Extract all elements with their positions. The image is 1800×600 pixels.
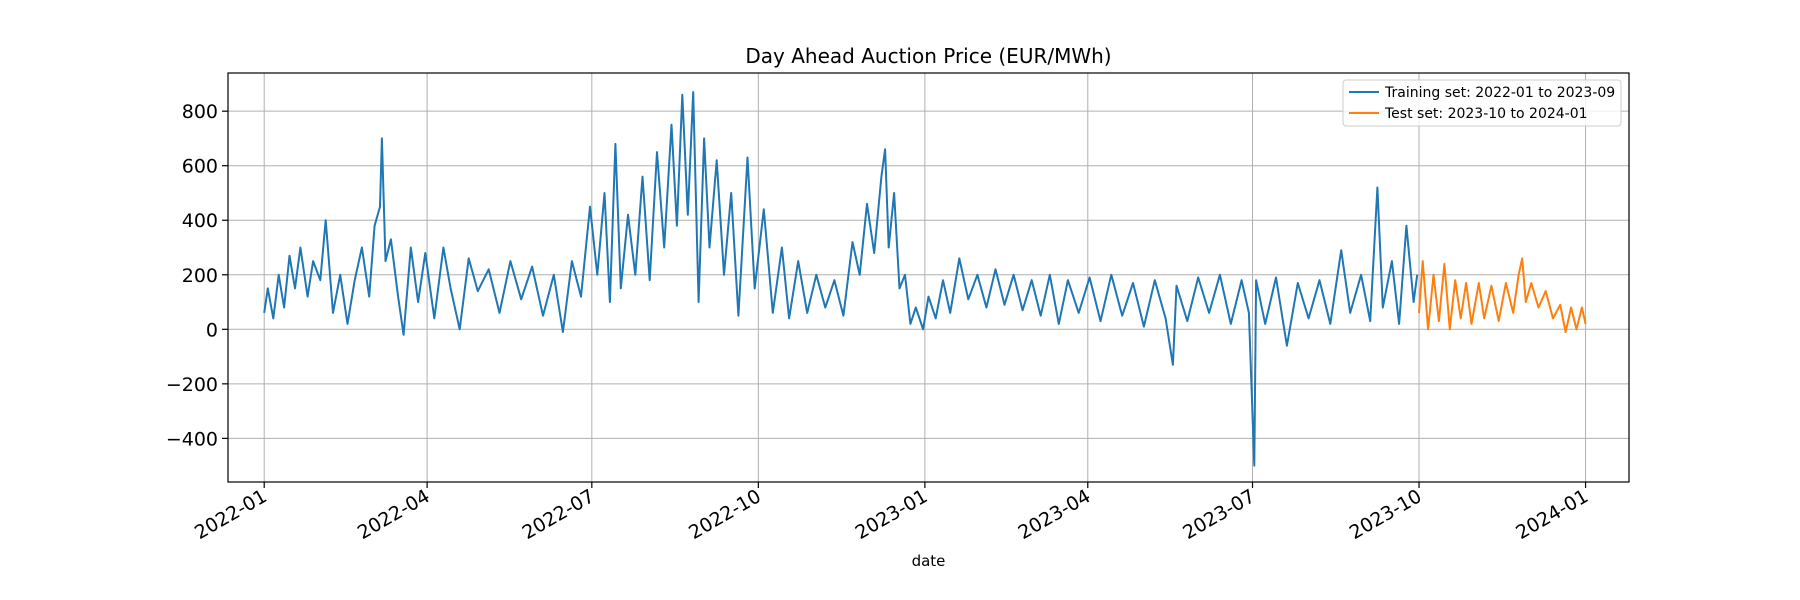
x-axis-label: date xyxy=(912,552,946,570)
series-line-test xyxy=(1418,257,1587,333)
legend-label-training: Training set: 2022-01 to 2023-09 xyxy=(1384,85,1615,101)
y-tick-label: −200 xyxy=(166,374,218,396)
y-tick-label: 600 xyxy=(182,156,218,178)
y-tick-label: 800 xyxy=(182,101,218,123)
legend-label-test: Test set: 2023-10 to 2024-01 xyxy=(1384,106,1588,122)
axes-frame xyxy=(227,72,1630,483)
chart-title: Day Ahead Auction Price (EUR/MWh) xyxy=(745,44,1111,68)
legend: Training set: 2022-01 to 2023-09 Test se… xyxy=(1342,79,1622,127)
legend-box xyxy=(1342,79,1622,127)
y-tick-label: −400 xyxy=(166,428,218,450)
y-tick-label: 400 xyxy=(182,210,218,232)
y-tick-label: 200 xyxy=(182,265,218,287)
y-tick-label: 0 xyxy=(206,319,218,341)
series-layer xyxy=(263,91,1587,467)
series-line-training xyxy=(263,91,1419,467)
